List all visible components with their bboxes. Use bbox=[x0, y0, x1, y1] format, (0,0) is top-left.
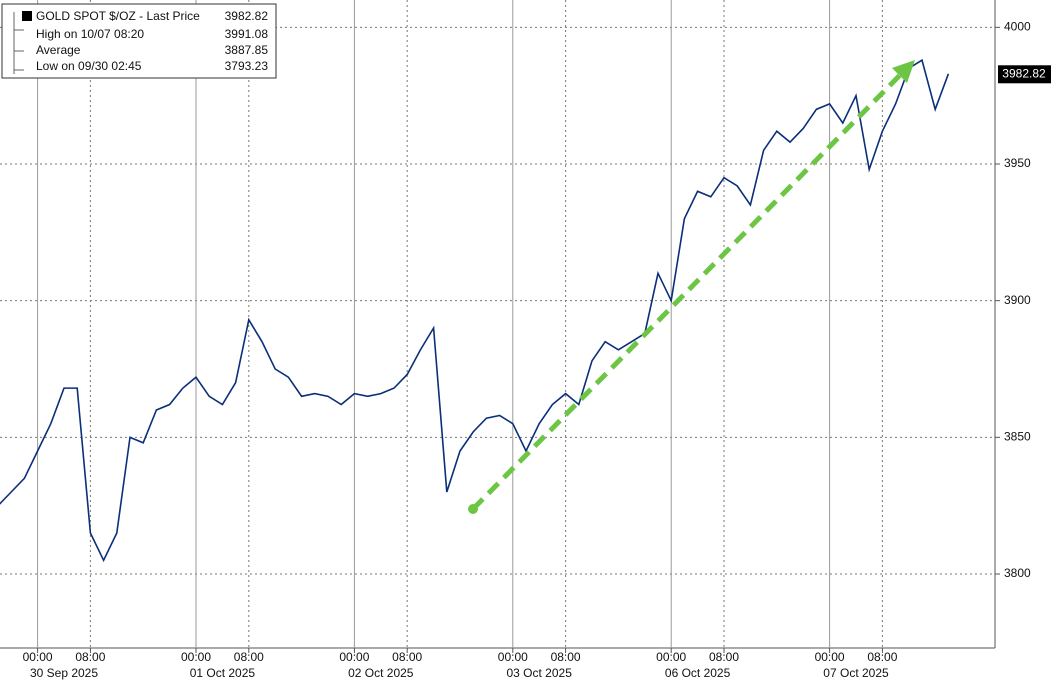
legend-value: 3793.23 bbox=[225, 59, 269, 73]
date-label: 01 Oct 2025 bbox=[190, 666, 256, 680]
y-tick-label: 4000 bbox=[1004, 20, 1031, 34]
date-label: 02 Oct 2025 bbox=[348, 666, 414, 680]
arrow-start bbox=[468, 504, 478, 514]
y-tick-label: 3850 bbox=[1004, 430, 1031, 444]
date-label: 03 Oct 2025 bbox=[507, 666, 573, 680]
legend-value: 3991.08 bbox=[225, 27, 269, 41]
last-price-tag bbox=[998, 65, 1051, 84]
arrow-head bbox=[892, 60, 915, 83]
legend-label: Low on 09/30 02:45 bbox=[36, 59, 142, 73]
arrow-shaft bbox=[471, 68, 907, 511]
x-tick-label: 08:00 bbox=[551, 650, 581, 664]
last-price-label: 3982.82 bbox=[1002, 66, 1046, 80]
legend-label: GOLD SPOT $/OZ - Last Price bbox=[36, 9, 200, 23]
x-tick-label: 00:00 bbox=[656, 650, 686, 664]
legend-swatch bbox=[22, 11, 32, 21]
date-label: 07 Oct 2025 bbox=[823, 666, 889, 680]
x-tick-label: 08:00 bbox=[75, 650, 105, 664]
x-tick-label: 00:00 bbox=[339, 650, 369, 664]
x-tick-label: 00:00 bbox=[23, 650, 53, 664]
legend-box bbox=[1, 3, 277, 79]
y-tick-label: 3800 bbox=[1004, 566, 1031, 580]
y-tick-label: 3900 bbox=[1004, 293, 1031, 307]
x-tick-label: 08:00 bbox=[709, 650, 739, 664]
date-label: 30 Sep 2025 bbox=[30, 666, 98, 680]
legend-value: 3887.85 bbox=[225, 43, 269, 57]
legend: GOLD SPOT $/OZ - Last Price 3982.82 High… bbox=[1, 3, 277, 79]
x-tick-label: 08:00 bbox=[234, 650, 264, 664]
date-label: 06 Oct 2025 bbox=[665, 666, 731, 680]
trend-arrow bbox=[468, 60, 915, 514]
x-tick-label: 08:00 bbox=[392, 650, 422, 664]
x-tick-label: 00:00 bbox=[815, 650, 845, 664]
legend-glyph bbox=[13, 12, 24, 74]
y-tick-label: 3950 bbox=[1004, 156, 1031, 170]
legend-label: High on 10/07 08:20 bbox=[36, 27, 144, 41]
legend-label: Average bbox=[36, 43, 81, 57]
x-tick-label: 00:00 bbox=[181, 650, 211, 664]
legend-value: 3982.82 bbox=[225, 9, 269, 23]
x-tick-label: 08:00 bbox=[867, 650, 897, 664]
price-line bbox=[0, 58, 950, 563]
x-tick-label: 00:00 bbox=[498, 650, 528, 664]
